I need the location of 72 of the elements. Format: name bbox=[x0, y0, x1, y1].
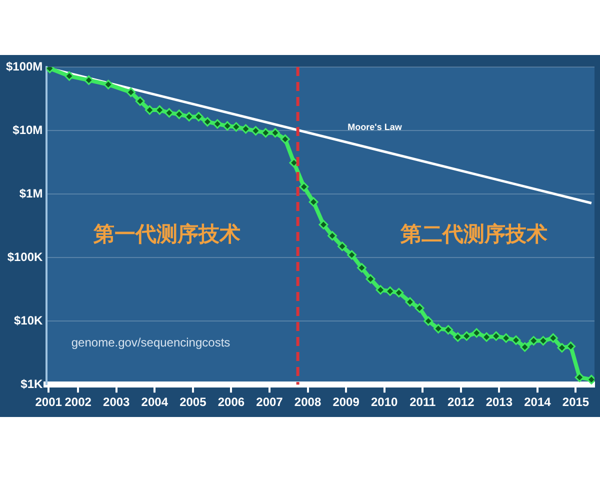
point bbox=[222, 121, 232, 131]
point bbox=[528, 336, 538, 346]
point bbox=[462, 331, 472, 341]
point bbox=[328, 231, 338, 241]
x-tick-label: 2001 bbox=[35, 395, 62, 410]
point bbox=[453, 332, 463, 342]
point bbox=[241, 124, 251, 134]
point bbox=[194, 112, 204, 122]
point bbox=[174, 110, 184, 120]
point bbox=[394, 288, 404, 298]
point bbox=[84, 75, 94, 85]
point bbox=[357, 263, 366, 273]
x-tick-label: 2011 bbox=[410, 395, 436, 410]
point bbox=[501, 333, 511, 343]
y-tick-label: $1M bbox=[19, 186, 43, 200]
y-tick-label: $1K bbox=[20, 376, 44, 391]
x-tick-label: 2006 bbox=[218, 395, 245, 410]
y-tick-label: $10K bbox=[14, 313, 44, 328]
point bbox=[566, 342, 576, 352]
y-tick-label: $100K bbox=[7, 250, 44, 264]
point bbox=[337, 242, 347, 252]
point bbox=[126, 88, 136, 98]
point bbox=[212, 119, 222, 129]
point bbox=[557, 343, 567, 353]
point bbox=[104, 80, 114, 90]
x-tick-label: 2013 bbox=[486, 395, 513, 410]
y-tick-label: $10M bbox=[12, 122, 43, 137]
x-tick-label: 2012 bbox=[448, 395, 475, 410]
point bbox=[444, 325, 454, 335]
point bbox=[385, 286, 395, 296]
point bbox=[299, 182, 309, 192]
point bbox=[491, 331, 501, 341]
series-label: Moore's Law bbox=[348, 122, 403, 132]
point bbox=[308, 197, 318, 207]
point bbox=[405, 297, 415, 307]
point bbox=[482, 332, 492, 342]
x-tick-label: 2010 bbox=[370, 395, 398, 410]
x-tick-label: 2005 bbox=[180, 395, 207, 410]
point bbox=[318, 220, 328, 230]
x-tick-label: 2002 bbox=[64, 395, 92, 410]
point bbox=[376, 285, 386, 295]
point bbox=[414, 303, 424, 313]
point bbox=[260, 128, 270, 138]
point bbox=[280, 134, 290, 144]
annotation: genome.gov/sequencingcosts bbox=[71, 336, 230, 350]
point bbox=[250, 126, 260, 136]
point bbox=[511, 335, 521, 345]
point bbox=[231, 122, 241, 132]
x-tick-label: 2008 bbox=[294, 395, 322, 410]
x-tick-label: 2009 bbox=[332, 395, 360, 410]
x-tick-label: 2004 bbox=[141, 395, 168, 410]
annotation: 第二代测序技术 bbox=[399, 222, 548, 246]
x-tick-label: 2003 bbox=[103, 395, 130, 410]
point bbox=[434, 324, 444, 334]
point bbox=[424, 316, 434, 326]
x-tick-label: 2015 bbox=[562, 395, 590, 410]
y-tick-label: $100M bbox=[6, 59, 43, 74]
point bbox=[144, 105, 154, 115]
point bbox=[366, 274, 376, 284]
point bbox=[164, 108, 174, 118]
point bbox=[347, 250, 357, 260]
point bbox=[574, 372, 584, 382]
point bbox=[135, 96, 145, 106]
x-tick-label: 2014 bbox=[524, 395, 552, 410]
point bbox=[64, 71, 74, 81]
point bbox=[520, 342, 530, 352]
point bbox=[202, 117, 212, 127]
x-tick-label: 2007 bbox=[256, 395, 284, 410]
annotation: 第一代测序技术 bbox=[92, 222, 241, 246]
point bbox=[548, 333, 558, 343]
point bbox=[184, 112, 194, 122]
point bbox=[472, 328, 482, 338]
